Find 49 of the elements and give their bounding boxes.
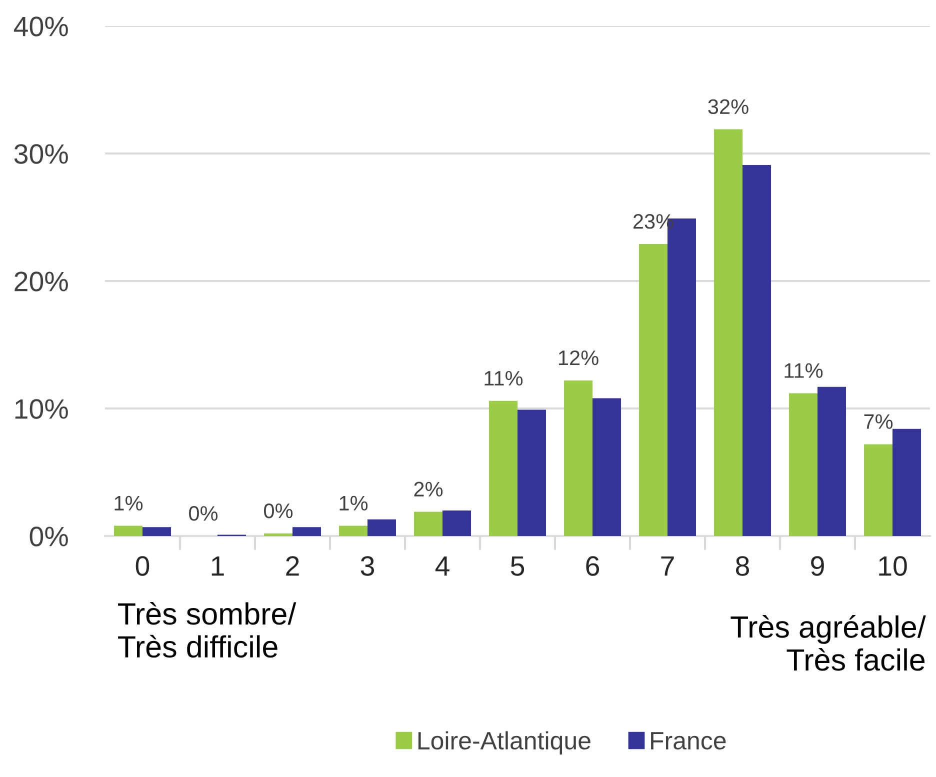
y-tick-label: 10% <box>15 399 68 419</box>
x-tick-label: 7 <box>661 556 674 576</box>
data-label: 11% <box>784 363 823 378</box>
bar <box>414 512 442 536</box>
y-tick-label: 30% <box>14 144 68 164</box>
x-tick-label: 9 <box>811 556 824 576</box>
bar <box>489 400 518 536</box>
bar <box>818 386 846 536</box>
x-tick-label: 8 <box>736 556 750 576</box>
y-tick-label: 40% <box>14 16 68 36</box>
bar <box>264 533 292 536</box>
bar <box>592 398 621 536</box>
bar <box>368 519 396 536</box>
y-tick-label: 20% <box>14 272 68 292</box>
text: Très agréable/ Très facile <box>730 615 926 671</box>
x-tick-label: 6 <box>586 556 600 576</box>
legend-label: France <box>651 732 726 750</box>
bar <box>789 393 818 536</box>
bar <box>339 526 368 536</box>
x-tick-label: 5 <box>510 556 524 576</box>
y-tick-label: 0% <box>30 526 68 546</box>
bar <box>292 527 321 536</box>
text: Très sombre/ Très difficile <box>118 602 296 658</box>
bar <box>864 444 892 536</box>
data-label: 11% <box>484 370 523 386</box>
bar <box>114 526 142 536</box>
bar <box>442 510 471 536</box>
data-label: 0% <box>264 503 293 518</box>
data-label: 1% <box>114 496 143 510</box>
x-tick-label: 0 <box>136 556 150 576</box>
data-label: 0% <box>189 506 218 521</box>
x-tick-label: 10 <box>879 556 907 576</box>
data-label: 12% <box>558 350 598 366</box>
bar <box>742 164 771 536</box>
data-label: 2% <box>414 482 443 496</box>
x-tick-label: 1 <box>212 556 224 576</box>
data-label: 32% <box>708 99 748 114</box>
x-tick-label: 2 <box>286 556 299 576</box>
bar <box>639 244 668 536</box>
bar <box>714 129 742 536</box>
x-tick-label: 4 <box>435 556 450 576</box>
bar <box>892 428 921 536</box>
bar <box>518 410 546 536</box>
legend-label: Loire-Atlantique <box>418 731 590 754</box>
data-label: 1% <box>340 496 368 510</box>
bar <box>564 380 592 536</box>
bar <box>142 527 171 536</box>
data-label: 7% <box>864 414 893 429</box>
x-tick-label: 3 <box>360 556 374 576</box>
